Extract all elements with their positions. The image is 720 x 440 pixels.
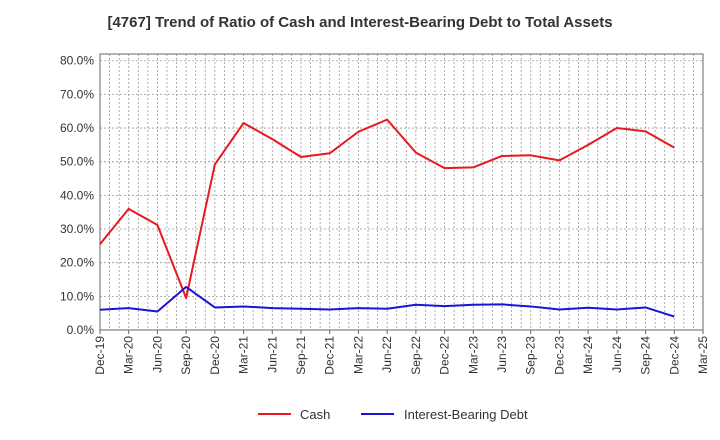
legend: Cash Interest-Bearing Debt bbox=[258, 407, 528, 422]
x-tick-label: Mar-23 bbox=[466, 336, 480, 374]
y-tick-label: 10.0% bbox=[60, 289, 94, 303]
x-tick-label: Dec-23 bbox=[552, 336, 566, 375]
y-tick-label: 80.0% bbox=[60, 54, 94, 68]
y-tick-label: 50.0% bbox=[60, 155, 94, 169]
x-tick-label: Dec-19 bbox=[93, 336, 107, 375]
series-lines bbox=[99, 118, 675, 318]
x-tick-label: Mar-25 bbox=[696, 336, 710, 374]
axes: 0.0% 10.0% 20.0% 30.0% 40.0% 50.0% 60.0% 70.0% 8… bbox=[60, 53, 710, 375]
plot-border bbox=[99, 53, 704, 331]
x-tick-label: Dec-21 bbox=[323, 336, 337, 375]
x-tick-label: Jun-22 bbox=[380, 336, 394, 373]
legend-label-debt: Interest-Bearing Debt bbox=[404, 407, 528, 422]
y-tick-label: 30.0% bbox=[60, 222, 94, 236]
y-tick-label: 20.0% bbox=[60, 256, 94, 270]
gridlines bbox=[100, 54, 704, 330]
x-tick-label: Mar-21 bbox=[237, 336, 251, 374]
x-tick-label: Mar-22 bbox=[351, 336, 365, 374]
x-tick-label: Sep-24 bbox=[639, 336, 653, 375]
x-tick-label: Jun-23 bbox=[495, 336, 509, 373]
chart-title: [4767] Trend of Ratio of Cash and Intere… bbox=[107, 14, 613, 31]
x-tick-label: Jun-21 bbox=[265, 336, 279, 373]
x-tick-label: Jun-24 bbox=[610, 336, 624, 373]
legend-label-cash: Cash bbox=[300, 407, 330, 422]
x-tick-label: Mar-20 bbox=[122, 336, 136, 374]
x-tick-label: Sep-20 bbox=[179, 336, 193, 375]
x-tick-label: Sep-22 bbox=[409, 336, 423, 375]
cash-series-line bbox=[99, 118, 675, 300]
x-tick-label: Mar-24 bbox=[581, 336, 595, 374]
debt-series-line bbox=[99, 285, 675, 318]
x-tick-label: Jun-20 bbox=[150, 336, 164, 373]
x-tick-label: Dec-22 bbox=[438, 336, 452, 375]
y-tick-label: 60.0% bbox=[60, 121, 94, 135]
x-tick-label: Dec-24 bbox=[667, 336, 681, 375]
x-tick-label: Sep-23 bbox=[524, 336, 538, 375]
y-tick-label: 0.0% bbox=[67, 323, 95, 337]
x-tick-label: Dec-20 bbox=[208, 336, 222, 375]
x-tick-label: Sep-21 bbox=[294, 336, 308, 375]
y-tick-label: 70.0% bbox=[60, 87, 94, 101]
y-tick-label: 40.0% bbox=[60, 188, 94, 202]
